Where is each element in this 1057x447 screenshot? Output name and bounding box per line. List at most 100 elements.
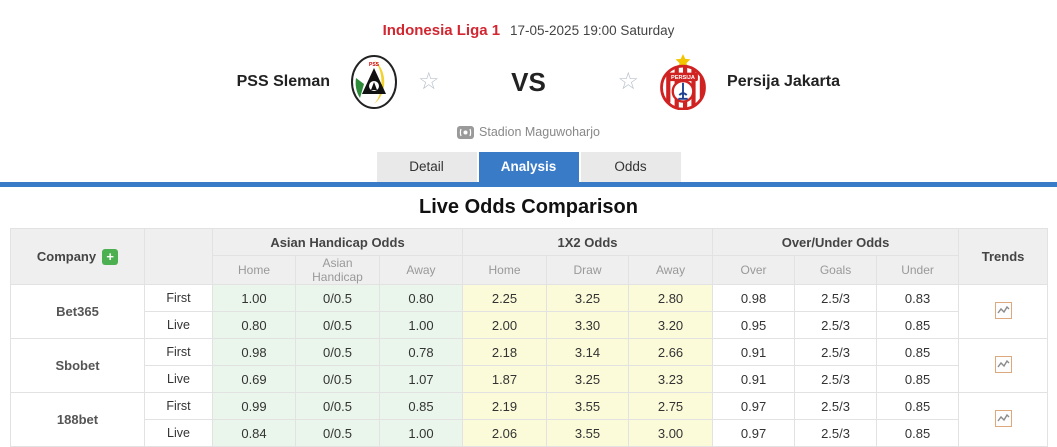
odds-cell: 1.00 — [213, 285, 296, 312]
vs-label: VS — [444, 67, 614, 98]
stadium-icon — [457, 126, 474, 139]
x12-draw-header: Draw — [547, 256, 629, 285]
trends-chart-icon[interactable] — [995, 356, 1012, 373]
teams-row: PSS Sleman PSS ☆ VS ☆ — [0, 41, 1057, 123]
odds-cell: 0/0.5 — [296, 285, 380, 312]
tab-detail[interactable]: Detail — [377, 152, 477, 182]
table-row: 188bet First 0.99 0/0.5 0.85 2.19 3.55 2… — [11, 393, 1048, 420]
odds-cell: 2.25 — [463, 285, 547, 312]
stage-label: First — [145, 285, 213, 312]
table-row: Sbobet First 0.98 0/0.5 0.78 2.18 3.14 2… — [11, 339, 1048, 366]
away-team-name[interactable]: Persija Jakarta — [727, 73, 840, 91]
odds-cell: 0.97 — [713, 393, 795, 420]
odds-cell: 0.83 — [877, 285, 959, 312]
tab-odds[interactable]: Odds — [581, 152, 681, 182]
trends-chart-icon[interactable] — [995, 302, 1012, 319]
odds-cell: 0.98 — [213, 339, 296, 366]
odds-cell: 0/0.5 — [296, 339, 380, 366]
table-row: Live 0.80 0/0.5 1.00 2.00 3.30 3.20 0.95… — [11, 312, 1048, 339]
odds-cell: 0.85 — [877, 312, 959, 339]
ou-under-header: Under — [877, 256, 959, 285]
kickoff-datetime: 17-05-2025 19:00 Saturday — [510, 23, 674, 38]
odds-cell: 1.00 — [380, 312, 463, 339]
table-row: Live 0.84 0/0.5 1.00 2.06 3.55 3.00 0.97… — [11, 420, 1048, 447]
stage-label: First — [145, 393, 213, 420]
add-company-button[interactable]: + — [102, 249, 118, 265]
stage-column-header — [145, 229, 213, 285]
odds-cell: 1.07 — [380, 366, 463, 393]
odds-cell: 0.91 — [713, 366, 795, 393]
section-title: Live Odds Comparison — [0, 196, 1057, 219]
odds-cell: 3.00 — [629, 420, 713, 447]
odds-cell: 3.25 — [547, 285, 629, 312]
odds-cell: 0.99 — [213, 393, 296, 420]
odds-cell: 0.85 — [877, 366, 959, 393]
odds-cell: 2.80 — [629, 285, 713, 312]
over-under-group-header: Over/Under Odds — [713, 229, 959, 256]
tabs-container: Detail Analysis Odds — [0, 152, 1057, 187]
ou-over-header: Over — [713, 256, 795, 285]
odds-cell: 3.55 — [547, 393, 629, 420]
ah-home-header: Home — [213, 256, 296, 285]
trends-column-header: Trends — [959, 229, 1048, 285]
league-name[interactable]: Indonesia Liga 1 — [383, 22, 501, 39]
asian-handicap-group-header: Asian Handicap Odds — [213, 229, 463, 256]
odds-cell: 2.06 — [463, 420, 547, 447]
odds-cell: 2.5/3 — [795, 420, 877, 447]
table-group-header-row: Company + Asian Handicap Odds 1X2 Odds O… — [11, 229, 1048, 256]
ah-away-header: Away — [380, 256, 463, 285]
live-odds-table: Company + Asian Handicap Odds 1X2 Odds O… — [10, 228, 1048, 447]
odds-cell: 2.5/3 — [795, 285, 877, 312]
odds-cell: 0.80 — [213, 312, 296, 339]
odds-cell: 0.84 — [213, 420, 296, 447]
odds-cell: 0.80 — [380, 285, 463, 312]
odds-cell: 0.95 — [713, 312, 795, 339]
odds-cell: 3.14 — [547, 339, 629, 366]
company-name[interactable]: Sbobet — [11, 339, 145, 393]
odds-cell: 2.00 — [463, 312, 547, 339]
venue-row: Stadion Maguwoharjo — [0, 125, 1057, 139]
company-header-label: Company — [37, 249, 96, 264]
odds-cell: 2.66 — [629, 339, 713, 366]
away-team: ☆ PERSIJA Persija Jakarta — [614, 54, 1057, 110]
odds-cell: 0.91 — [713, 339, 795, 366]
odds-cell: 0/0.5 — [296, 312, 380, 339]
home-team-name[interactable]: PSS Sleman — [237, 73, 330, 91]
x12-away-header: Away — [629, 256, 713, 285]
odds-cell: 2.19 — [463, 393, 547, 420]
odds-cell: 0/0.5 — [296, 420, 380, 447]
table-row: Live 0.69 0/0.5 1.07 1.87 3.25 3.23 0.91… — [11, 366, 1048, 393]
odds-cell: 2.5/3 — [795, 366, 877, 393]
odds-cell: 2.5/3 — [795, 312, 877, 339]
stage-label: First — [145, 339, 213, 366]
svg-text:PSS: PSS — [369, 62, 380, 68]
odds-cell: 0.85 — [877, 420, 959, 447]
x12-group-header: 1X2 Odds — [463, 229, 713, 256]
company-name[interactable]: 188bet — [11, 393, 145, 447]
company-name[interactable]: Bet365 — [11, 285, 145, 339]
ou-goals-header: Goals — [795, 256, 877, 285]
odds-cell: 0.85 — [877, 339, 959, 366]
stage-label: Live — [145, 366, 213, 393]
tab-analysis[interactable]: Analysis — [479, 152, 579, 182]
odds-cell: 0/0.5 — [296, 393, 380, 420]
odds-cell: 0/0.5 — [296, 366, 380, 393]
company-column-header: Company + — [11, 229, 145, 285]
home-favorite-star-icon[interactable]: ☆ — [418, 70, 440, 94]
away-favorite-star-icon[interactable]: ☆ — [618, 70, 640, 94]
odds-cell: 2.5/3 — [795, 393, 877, 420]
home-team-logo: PSS — [346, 54, 402, 110]
active-tab-underline — [0, 182, 1057, 187]
trends-chart-icon[interactable] — [995, 410, 1012, 427]
match-header: Indonesia Liga 1 17-05-2025 19:00 Saturd… — [0, 0, 1057, 39]
odds-cell: 0.85 — [877, 393, 959, 420]
table-row: Bet365 First 1.00 0/0.5 0.80 2.25 3.25 2… — [11, 285, 1048, 312]
odds-cell: 1.87 — [463, 366, 547, 393]
odds-cell: 1.00 — [380, 420, 463, 447]
odds-cell: 3.30 — [547, 312, 629, 339]
venue-name: Stadion Maguwoharjo — [479, 125, 600, 139]
odds-cell: 3.25 — [547, 366, 629, 393]
odds-cell: 3.23 — [629, 366, 713, 393]
odds-cell: 0.78 — [380, 339, 463, 366]
